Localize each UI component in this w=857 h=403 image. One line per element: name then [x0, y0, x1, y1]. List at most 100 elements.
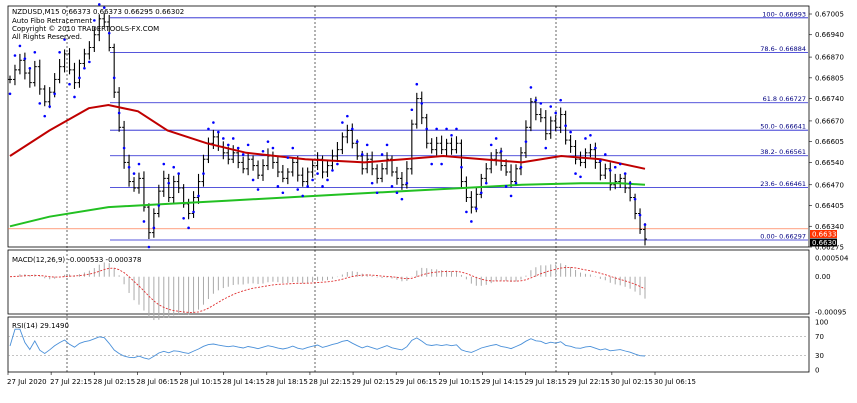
sar-dot [346, 114, 349, 118]
red-level-badge-text: 0.66332 [812, 231, 841, 239]
sar-dot [33, 51, 37, 54]
sar-dot [167, 181, 171, 185]
macd-pane-frame [7, 249, 810, 315]
sar-dot [142, 220, 146, 223]
macd-plot: 0.000504 0.00 -0.00095 [9, 255, 849, 321]
sar-dot [569, 130, 572, 134]
time-tick-label: 28 Jul 18:15 [266, 378, 308, 386]
time-tick-label: 29 Jul 10:15 [438, 378, 480, 386]
sar-dot [291, 146, 295, 150]
sar-dot [529, 86, 533, 89]
sar-dot [112, 76, 116, 80]
sar-dot [484, 181, 488, 185]
macd-signal-line [9, 266, 646, 313]
macd-tick-label: -0.00095 [815, 309, 846, 317]
sar-dot [400, 197, 404, 201]
sar-dot [613, 165, 617, 169]
sar-dot [296, 188, 300, 191]
sar-dot [608, 169, 612, 172]
sar-dot [43, 114, 47, 118]
sar-dot [509, 194, 513, 198]
sar-dot [440, 162, 443, 166]
sar-dot [519, 165, 523, 169]
sar-dot [63, 38, 66, 41]
time-tick-label: 28 Jul 14:15 [223, 378, 265, 386]
sar-dot [217, 130, 220, 134]
macd-tick-label: 0.00 [815, 273, 831, 281]
price-tick-label: 0.66470 [815, 181, 844, 189]
rsi-plot: 100 70 30 0 [8, 319, 828, 375]
sar-dot [182, 216, 185, 220]
rsi-pane-frame [7, 316, 810, 373]
sar-dot [316, 172, 319, 175]
sar-dot [470, 220, 473, 223]
sar-dot [643, 223, 647, 226]
fibo-label: 61.8 0.66727 [763, 95, 806, 103]
sar-dot [594, 146, 597, 150]
sar-dot [638, 213, 642, 217]
sar-dot [13, 54, 17, 57]
sar-dot [524, 140, 528, 143]
sar-dot [410, 108, 414, 112]
fibo-label: 23.6- 0.66461 [760, 180, 806, 188]
price-tick-label: 0.66670 [815, 117, 844, 125]
time-tick-label: 27 Jul 22:15 [50, 378, 92, 386]
sar-dot [564, 124, 567, 128]
fibo-label: 50.0- 0.66641 [760, 123, 806, 131]
price-bars [8, 13, 647, 246]
copyright-text: Copyright © 2010 TRADERTOOLS-FX.COM [12, 25, 159, 33]
sar-dot [48, 105, 51, 108]
sar-dot [365, 143, 369, 147]
sar-dot [122, 146, 126, 150]
rsi-tick-label: 0 [815, 367, 819, 375]
symbol-line: NZDUSD,M15 0.66373 0.66373 0.66295 0.663… [12, 8, 184, 16]
fibo-label: 78.6- 0.66884 [760, 45, 806, 53]
sar-dot [584, 137, 587, 140]
price-tick-label: 0.66940 [815, 31, 844, 39]
time-tick-label: 27 Jul 2020 [7, 378, 47, 386]
sar-dot [331, 169, 334, 172]
sar-dot [370, 181, 374, 185]
sar-dot [435, 127, 438, 131]
sar-dot [286, 156, 290, 159]
sar-dot [405, 181, 409, 185]
rsi-tick-label: 100 [815, 319, 828, 327]
rsi-line [9, 328, 646, 360]
sar-dot [504, 185, 508, 188]
sar-dot [311, 178, 314, 182]
fibo-label: 38.2- 0.66561 [760, 148, 806, 156]
sar-dot [73, 95, 76, 99]
price-tick-label: 0.66275 [815, 244, 844, 252]
time-tick-label: 28 Jul 22:15 [309, 378, 351, 386]
sar-dot [599, 159, 602, 163]
price-tick-label: 0.66870 [815, 54, 844, 62]
sar-dot [226, 143, 230, 147]
sar-dot [83, 66, 86, 70]
sar-dot [152, 226, 156, 230]
sar-dot [222, 137, 225, 140]
sar-dot [107, 31, 111, 35]
sar-dot [351, 127, 354, 131]
sar-dot [301, 194, 304, 198]
sar-dot [207, 127, 210, 131]
sar-dot [212, 121, 215, 124]
sar-dot [450, 133, 453, 137]
sar-dot [147, 245, 151, 249]
price-tick-label: 0.66405 [815, 202, 844, 210]
time-tick-label: 29 Jul 18:15 [525, 378, 567, 386]
sar-dot [604, 153, 607, 156]
red-moving-average [9, 103, 646, 170]
sar-dot [8, 92, 12, 96]
sar-dot [88, 60, 91, 64]
fibo-label: 0.00- 0.66297 [760, 232, 806, 240]
sar-dot [375, 191, 379, 195]
sar-dot [589, 133, 592, 137]
current-price-badge-text: 0.66302 [812, 239, 841, 247]
sar-dot [23, 57, 27, 60]
rsi-label: RSI(14) 29.1490 [12, 322, 69, 330]
sar-dot [78, 76, 81, 80]
sar-dot [97, 3, 101, 6]
sar-dot [623, 172, 627, 175]
sar-dot [172, 165, 176, 169]
